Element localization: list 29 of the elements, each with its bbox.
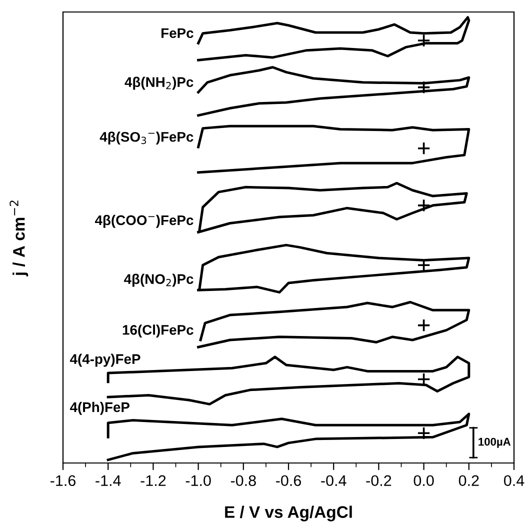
series-label: 16(Cl)FePc: [122, 324, 194, 338]
x-tick-label: -1.2: [140, 475, 166, 486]
x-tick-label: 0.4: [504, 475, 524, 486]
x-tick-label: -0.6: [276, 475, 301, 486]
annotation: 100µA: [478, 438, 511, 448]
series-label: 4β(NH$_{2}$)Pc: [124, 76, 194, 90]
series-label: 4(Ph)FeP: [70, 402, 130, 415]
x-tick-label: -1.0: [186, 475, 211, 486]
point: [417, 318, 431, 332]
point: [417, 34, 431, 48]
point: [417, 372, 431, 386]
point: [417, 198, 431, 212]
series-label: FePc: [162, 28, 194, 38]
x-tick-label: -1.6: [50, 475, 76, 486]
x-tick-label: -0.2: [366, 475, 392, 486]
series-label: 4β(SO$_{3}$$^{−}$)FePc: [100, 132, 194, 145]
series-label: 4(4-py)FeP: [70, 354, 140, 367]
x-tick-label: 0.0: [414, 475, 434, 486]
point: [417, 142, 431, 156]
series-label: 4β(COO$^{−}$)FePc: [94, 214, 194, 228]
x-tick-label: 0.2: [458, 475, 479, 486]
x-axis-title: E / V vs Ag/AgCl: [225, 506, 352, 522]
point: [417, 80, 431, 94]
y-axis-title: j / A cm$^{−2}$: [10, 200, 28, 276]
x-tick-label: -0.4: [321, 475, 346, 486]
point: [417, 426, 431, 440]
x-tick-label: -0.8: [230, 475, 256, 486]
x-tick-label: -1.4: [96, 475, 121, 486]
series-label: 4β(NO$_{2}$)Pc: [124, 274, 194, 287]
